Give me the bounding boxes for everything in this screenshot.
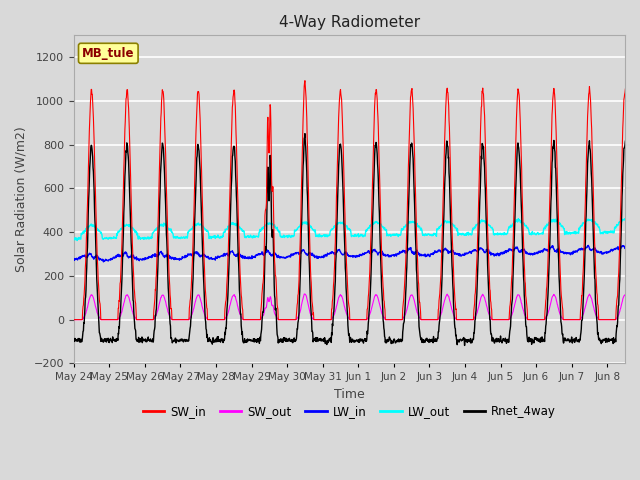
LW_out: [70, 235, 77, 241]
LW_in: [576, 247, 584, 252]
SW_out: [493, 317, 500, 323]
SW_in: [70, 317, 77, 323]
SW_out: [333, 302, 340, 308]
SW_in: [344, 283, 351, 288]
LW_in: [639, 249, 640, 254]
SW_out: [632, 317, 639, 323]
LW_out: [344, 226, 351, 232]
LW_out: [159, 221, 167, 227]
LW_in: [159, 253, 167, 259]
LW_in: [493, 253, 500, 259]
Rnet_4way: [461, 343, 468, 348]
SW_in: [576, 317, 584, 323]
Rnet_4way: [639, 337, 640, 343]
SW_out: [159, 292, 166, 298]
SW_out: [70, 317, 77, 323]
SW_in: [493, 317, 500, 323]
Y-axis label: Solar Radiation (W/m2): Solar Radiation (W/m2): [15, 127, 28, 272]
Rnet_4way: [344, 312, 351, 317]
LW_in: [584, 242, 592, 248]
LW_in: [100, 259, 108, 265]
LW_in: [632, 250, 639, 255]
SW_in: [159, 88, 166, 94]
SW_in: [333, 183, 340, 189]
Rnet_4way: [70, 337, 77, 343]
Line: SW_in: SW_in: [74, 81, 640, 320]
LW_out: [515, 216, 522, 222]
LW_out: [333, 221, 340, 227]
Text: MB_tule: MB_tule: [82, 47, 134, 60]
LW_out: [632, 230, 639, 236]
SW_out: [301, 291, 308, 297]
Rnet_4way: [301, 131, 308, 136]
Line: Rnet_4way: Rnet_4way: [74, 133, 640, 346]
Rnet_4way: [577, 337, 584, 343]
LW_out: [639, 229, 640, 235]
Line: LW_in: LW_in: [74, 245, 640, 262]
X-axis label: Time: Time: [334, 388, 365, 401]
Title: 4-Way Radiometer: 4-Way Radiometer: [279, 15, 420, 30]
Rnet_4way: [159, 141, 166, 146]
LW_out: [493, 232, 500, 238]
SW_in: [639, 317, 640, 323]
LW_out: [577, 225, 584, 230]
LW_in: [344, 252, 351, 257]
LW_in: [333, 250, 340, 255]
Rnet_4way: [632, 337, 639, 343]
Legend: SW_in, SW_out, LW_in, LW_out, Rnet_4way: SW_in, SW_out, LW_in, LW_out, Rnet_4way: [138, 401, 561, 423]
Rnet_4way: [493, 336, 500, 341]
LW_out: [73, 238, 81, 243]
LW_in: [70, 257, 77, 263]
SW_in: [301, 78, 308, 84]
SW_out: [344, 313, 351, 319]
Rnet_4way: [333, 225, 340, 231]
SW_out: [639, 317, 640, 323]
SW_in: [632, 317, 639, 323]
SW_out: [576, 317, 584, 323]
Line: SW_out: SW_out: [74, 294, 640, 320]
Line: LW_out: LW_out: [74, 219, 640, 240]
